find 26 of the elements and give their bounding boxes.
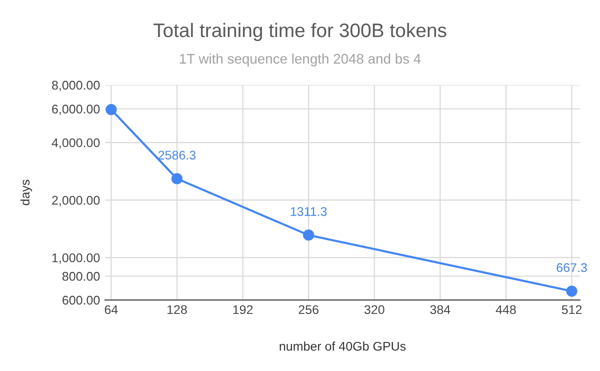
y-tick-label: 4,000.00 (52, 138, 100, 149)
point (303, 230, 314, 241)
data-label: 667.3 (556, 263, 587, 272)
chart-subtitle: 1T with sequence length 2048 and bs 4 (180, 54, 421, 66)
x-tick-label: 192 (233, 305, 253, 314)
y-tick-label: 2,000.00 (52, 196, 100, 206)
chart-title: Total training time for 300B tokens (153, 22, 446, 42)
y-tick-label: 8,000.00 (52, 80, 100, 92)
x-tick-label: 384 (430, 305, 450, 314)
x-tick-label: 256 (298, 305, 318, 314)
x-axis-title: number of 40Gb GPUs (280, 342, 406, 351)
y-tick-label: 6,000.00 (52, 104, 100, 116)
point (566, 286, 578, 297)
point (171, 173, 183, 184)
x-tick-label: 512 (562, 305, 582, 314)
y-tick-label: 1,000.00 (52, 253, 100, 264)
y-tick-label: 600.00 (62, 296, 100, 305)
x-tick-label: 448 (496, 305, 516, 314)
x-tick-label: 64 (104, 305, 118, 314)
point (106, 104, 117, 116)
y-axis-title: days (20, 180, 32, 206)
x-tick-label: 128 (167, 305, 187, 314)
data-label: 2586.3 (158, 150, 196, 160)
y-tick-label: 800.00 (62, 272, 100, 281)
x-tick-label: 320 (364, 305, 384, 314)
data-label: 1311.3 (290, 207, 327, 216)
